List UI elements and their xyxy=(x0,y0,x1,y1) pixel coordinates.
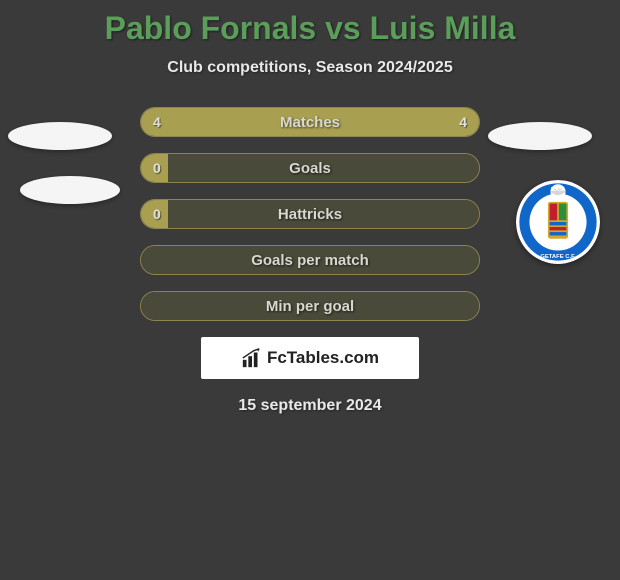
stat-row: Min per goal xyxy=(140,291,480,321)
fctables-watermark: FcTables.com xyxy=(201,337,419,379)
club-left-placeholder xyxy=(20,176,120,204)
stat-row: 0Goals xyxy=(140,153,480,183)
fctables-chart-icon xyxy=(241,347,263,369)
stat-label: Matches xyxy=(141,114,479,131)
stat-label: Goals xyxy=(141,160,479,177)
player-left-photo-placeholder xyxy=(8,122,112,150)
stat-row: Goals per match xyxy=(140,245,480,275)
stat-row: 44Matches xyxy=(140,107,480,137)
stats-bars: 44Matches 0Goals 0Hattricks Goals per match… xyxy=(140,107,480,321)
date-text: 15 september 2024 xyxy=(0,397,620,415)
svg-text:S.A.D.: S.A.D. xyxy=(551,187,566,193)
player-right-photo-placeholder xyxy=(488,122,592,150)
stat-row: 0Hattricks xyxy=(140,199,480,229)
getafe-badge-icon: GETAFE C.F. S.A.D. xyxy=(516,180,600,264)
club-right-badge: GETAFE C.F. S.A.D. xyxy=(516,180,600,264)
fctables-label: FcTables.com xyxy=(267,348,379,368)
stat-label: Min per goal xyxy=(141,298,479,315)
stat-label: Hattricks xyxy=(141,206,479,223)
page-title: Pablo Fornals vs Luis Milla xyxy=(0,0,620,47)
subtitle: Club competitions, Season 2024/2025 xyxy=(0,59,620,77)
stat-label: Goals per match xyxy=(141,252,479,269)
svg-text:GETAFE C.F.: GETAFE C.F. xyxy=(540,254,576,260)
